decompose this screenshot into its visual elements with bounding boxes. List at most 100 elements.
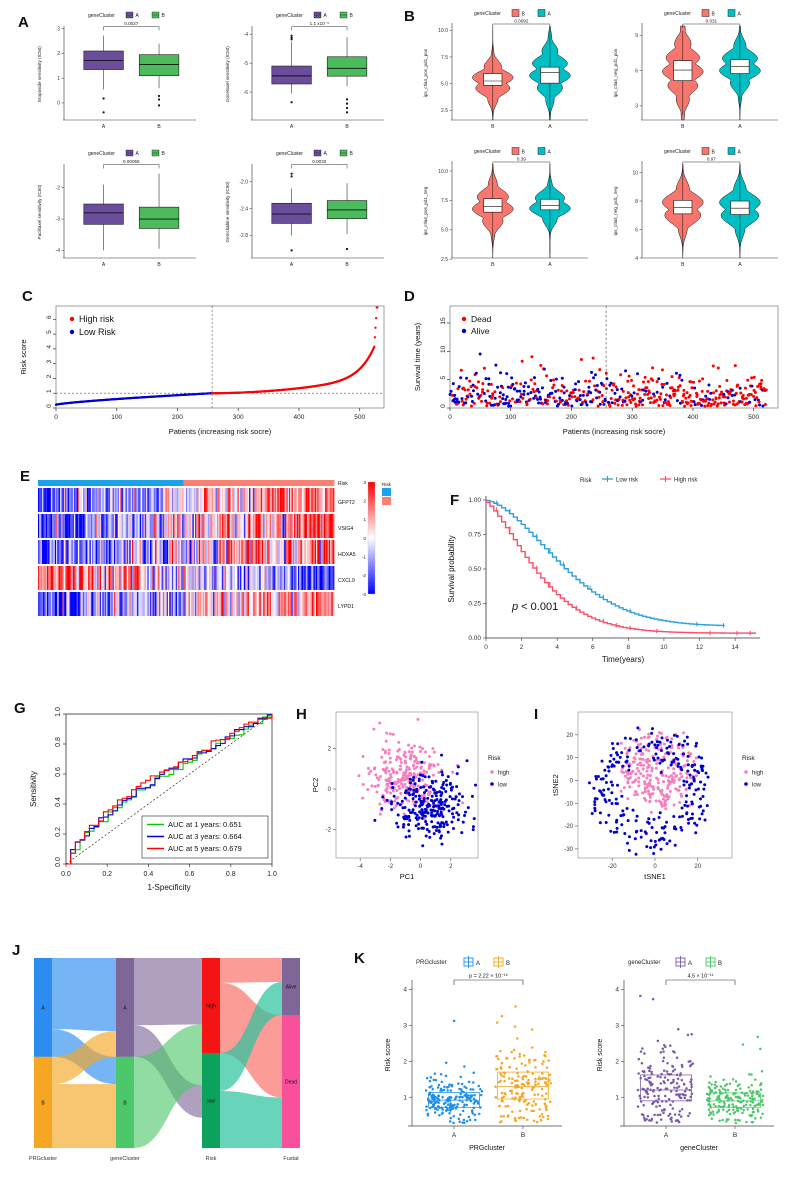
legend-title: Risk [488,755,501,762]
pca-point-high [394,804,398,808]
legend-swatch-A [537,147,546,155]
heatmap-cell [291,540,294,564]
heatmap-cell [261,566,264,590]
pca-point-low [450,820,454,824]
jitter-point-A [658,1113,662,1116]
legend-label-B: B [162,13,166,19]
pca-point-low [455,811,459,815]
heatmap-cell [272,488,274,512]
heatmap-cell [88,566,90,590]
jitter-point-A [457,1117,461,1121]
legend-cross-1 [662,476,669,482]
y-tick-label: -3 [56,217,61,223]
tsne-point-low [652,852,656,856]
jitter-point-A [450,1084,454,1088]
y-tick-label: 2 [403,1058,407,1065]
outlier-point-A [102,97,105,100]
heatmap-cell [227,592,229,616]
heatmap-cell [94,566,97,590]
colorbar-tick-1: 1 [363,517,366,522]
y-axis-title: Paclitaxel sensitivity (IC50) [37,184,42,239]
heatmap-cell [146,566,148,590]
jitter-point-A [474,1118,477,1122]
heatmap-cell [251,592,254,616]
jitter-point-A [678,1093,682,1096]
heatmap-cell [303,566,305,590]
heatmap-cell [134,540,137,564]
pca-point-low [395,821,399,825]
pca-point-low [425,827,429,831]
jitter-point-B [499,1049,502,1053]
pca-point-low [442,825,446,829]
heatmap-cell [224,488,227,512]
pca-point-low [413,782,417,786]
heatmap-cell [319,566,322,590]
risk-annotation-cell [111,480,114,486]
survival-point [464,397,468,401]
heatmap-cell [245,592,247,616]
pca-point-low [442,780,446,784]
heatmap-cell [220,540,223,564]
survival-point [573,388,577,392]
pca-point-low [423,807,427,811]
tsne-point-low [686,742,690,746]
heatmap-cell [128,540,130,564]
survival-point [673,389,677,393]
jitter-point-B [749,1114,753,1118]
tsne-point-low [609,753,613,757]
heatmap-cell [276,488,278,512]
survival-point [734,391,738,395]
survival-point [617,397,621,401]
jitter-point-A [644,1077,647,1081]
heatmap-cell [318,566,321,590]
tsne-point-low [693,768,697,772]
x-tick-label: -20 [608,864,617,870]
pca-point-high [398,764,402,768]
heatmap-cell [115,566,117,590]
risk-annotation-cell [193,480,196,486]
risk-annotation-cell [79,480,81,486]
jitter-point-A [465,1119,469,1123]
heatmap-cell [146,540,148,564]
jitter-point-B [505,1056,508,1060]
legend-label-B: B [350,13,354,19]
risk-annotation-cell [53,480,56,486]
heatmap-cell [273,488,276,512]
pca-point-high [382,798,386,802]
tsne-point-low [658,811,662,815]
heatmap-cell [303,540,305,564]
x-tick-label-A: A [102,262,106,268]
tsne-point-low [617,760,621,764]
heatmap-cell [323,488,326,512]
heatmap-cell [211,566,214,590]
heatmap-cell [43,592,45,616]
heatmap-cell [165,540,168,564]
heatmap-cell [108,540,111,564]
risk-annotation-cell [138,480,141,486]
survival-point [482,366,486,370]
heatmap-cell [247,488,250,512]
survival-point [604,371,608,375]
heatmap-cell [241,592,244,616]
jitter-point-B [754,1117,757,1120]
risk-annotation-cell [222,480,224,486]
jitter-point-B [532,1119,536,1122]
risk-annotation-cell [131,480,134,486]
jitter-point-A [643,1052,646,1055]
jitter-point-A [639,994,642,998]
sankey-axis-label-Fustat: Fustat [283,1156,299,1162]
heatmap-cell [269,540,272,564]
heatmap-cell [233,566,236,590]
pca-point-low [425,804,429,808]
heatmap-cell [282,592,285,616]
tsne-point-high [670,779,674,783]
heatmap-cell [129,592,132,616]
heatmap-cell [198,540,201,564]
sankey-node-toplabel-Risk-low: low [207,1099,215,1105]
heatmap-cell [219,592,222,616]
jitter-point-A [687,1114,690,1118]
jitter-point-B [503,1092,507,1095]
heatmap-cell [128,566,130,590]
heatmap-cell [121,514,124,538]
pca-point-low [427,775,431,779]
